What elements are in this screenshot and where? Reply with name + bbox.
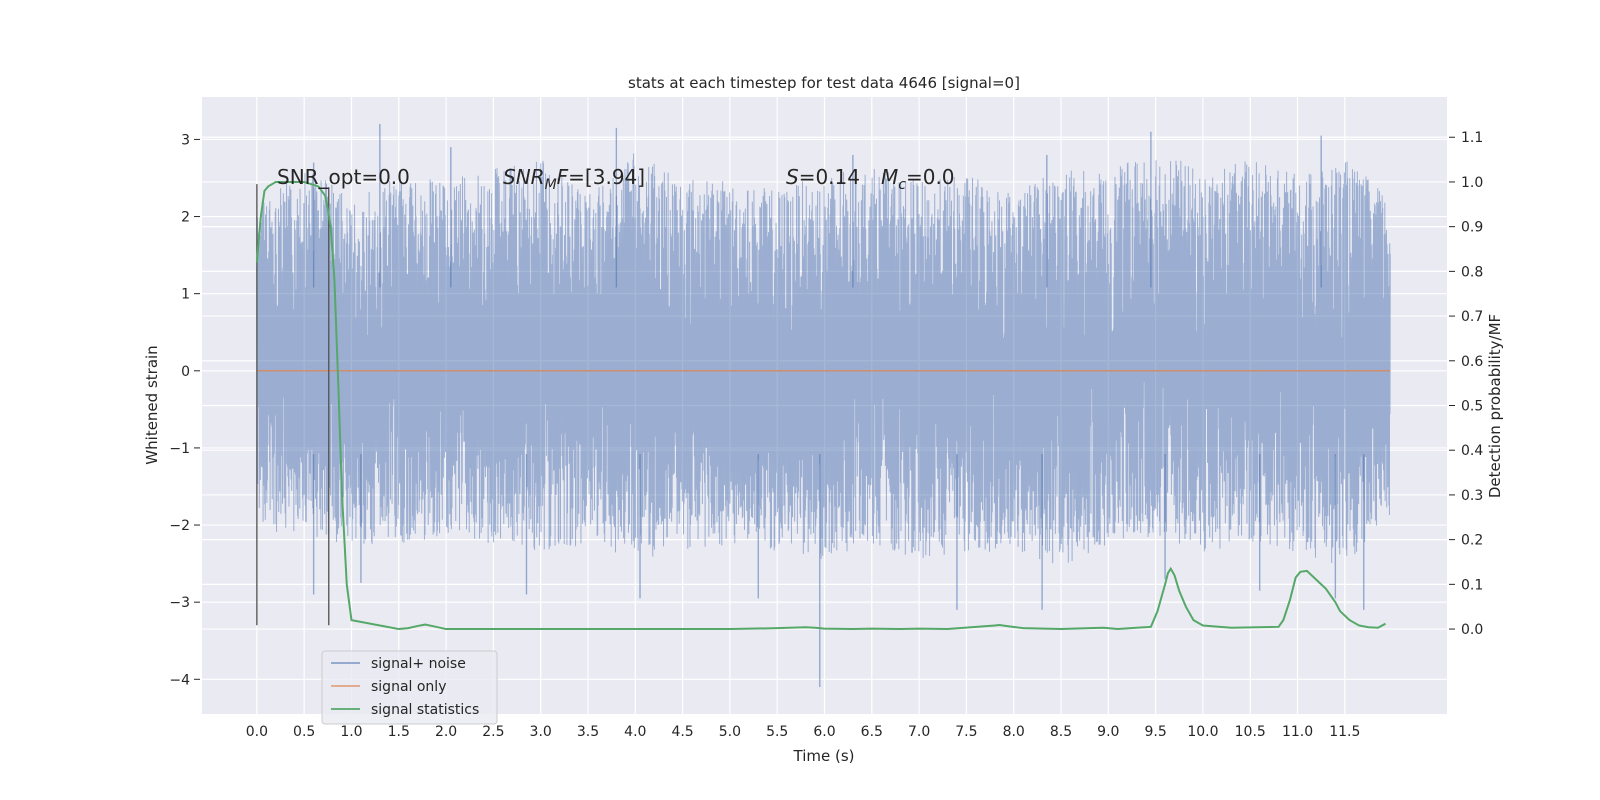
x-tick-label: 7.5 xyxy=(955,724,977,740)
y-tick-label: 0 xyxy=(181,364,190,380)
y-tick-label: 1 xyxy=(181,287,190,303)
x-tick-label: 10.5 xyxy=(1235,724,1266,740)
x-tick-label: 8.5 xyxy=(1050,724,1072,740)
noise-trace xyxy=(256,153,1391,564)
x-tick-label: 0.0 xyxy=(246,724,268,740)
x-tick-label: 3.5 xyxy=(577,724,599,740)
y2-tick-label: 0.5 xyxy=(1461,399,1483,415)
y2-tick-label: 1.1 xyxy=(1461,130,1483,146)
x-tick-label: 9.0 xyxy=(1097,724,1119,740)
y2-tick-label: 0.6 xyxy=(1461,354,1483,370)
y2-tick-label: 0.1 xyxy=(1461,577,1483,593)
mc-subscript: c xyxy=(898,177,906,193)
x-tick-label: 7.0 xyxy=(908,724,930,740)
x-tick-label: 3.0 xyxy=(530,724,552,740)
x-tick-label: 10.0 xyxy=(1187,724,1218,740)
y-tick-label: 2 xyxy=(181,210,190,226)
x-tick-label: 2.0 xyxy=(435,724,457,740)
x-tick-label: 0.5 xyxy=(293,724,315,740)
y-axis-right-ticks: 0.0 0.1 0.2 0.3 0.4 0.5 0.6 0.7 0.8 0.9 1.0 1.1 xyxy=(1449,130,1483,638)
y-axis-left-ticks: −4 −3 −2 −1 0 1 2 3 xyxy=(169,132,200,688)
y2-tick-label: 0.3 xyxy=(1461,488,1483,504)
series-signal-plus-noise xyxy=(256,123,1391,688)
x-tick-label: 9.5 xyxy=(1144,724,1166,740)
mc-value: =0.0 xyxy=(906,165,955,189)
annotation-snr-mf: SNRMF=[3.94] xyxy=(503,165,645,193)
y-tick-label: −3 xyxy=(169,595,190,611)
y-axis-label: Whitened strain xyxy=(143,345,161,464)
y2-tick-label: 0.9 xyxy=(1461,220,1483,236)
legend-label-signal-only: signal only xyxy=(371,679,446,695)
snr-mf-suffix: F xyxy=(557,165,569,189)
y2-axis-label: Detection probability/MF xyxy=(1486,314,1504,498)
snr-mf-value: =[3.94] xyxy=(568,165,645,189)
annotation-snr-opt: SNR_opt=0.0 xyxy=(277,165,410,189)
x-tick-label: 4.0 xyxy=(624,724,646,740)
mc-symbol: M xyxy=(881,165,898,189)
s-symbol: S xyxy=(786,165,799,189)
s-value: =0.14 xyxy=(799,165,860,189)
x-tick-label: 1.0 xyxy=(340,724,362,740)
y-tick-label: −2 xyxy=(169,518,190,534)
y2-tick-label: 1.0 xyxy=(1461,175,1483,191)
legend-box xyxy=(321,650,498,725)
legend-label-signal-plus-noise: signal+ noise xyxy=(371,656,466,672)
x-tick-label: 1.5 xyxy=(388,724,410,740)
y2-tick-label: 0.4 xyxy=(1461,443,1483,459)
snr-mf-symbol: SNR xyxy=(503,165,545,189)
x-tick-label: 4.5 xyxy=(671,724,693,740)
x-tick-label: 6.0 xyxy=(813,724,835,740)
x-tick-label: 6.5 xyxy=(861,724,883,740)
y-tick-label: 3 xyxy=(181,132,190,148)
legend-label-signal-statistics: signal statistics xyxy=(371,702,479,718)
legend: signal+ noise signal only signal statist… xyxy=(321,650,498,725)
series-signal-statistics xyxy=(255,180,1386,631)
snr-mf-subscript: M xyxy=(545,177,557,193)
x-axis-ticks: 0.0 0.5 1.0 1.5 2.0 2.5 3.0 3.5 4.0 4.5 5.0 5.5 6.0 6… xyxy=(246,724,1361,740)
chart-title: stats at each timestep for test data 464… xyxy=(628,74,1020,92)
y2-tick-label: 0.7 xyxy=(1461,309,1483,325)
y2-tick-label: 0.8 xyxy=(1461,264,1483,280)
y2-tick-label: 0.2 xyxy=(1461,533,1483,549)
x-tick-label: 2.5 xyxy=(482,724,504,740)
x-axis-label: Time (s) xyxy=(793,747,855,765)
x-tick-label: 5.0 xyxy=(719,724,741,740)
x-tick-label: 11.0 xyxy=(1282,724,1313,740)
annotation-s: S=0.14 xyxy=(786,165,860,189)
x-tick-label: 8.0 xyxy=(1003,724,1025,740)
y-tick-label: −1 xyxy=(169,441,190,457)
annotation-mc: Mc=0.0 xyxy=(881,165,955,193)
y-tick-label: −4 xyxy=(169,672,190,688)
x-tick-label: 5.5 xyxy=(766,724,788,740)
x-tick-label: 11.5 xyxy=(1329,724,1360,740)
y2-tick-label: 0.0 xyxy=(1461,622,1483,638)
